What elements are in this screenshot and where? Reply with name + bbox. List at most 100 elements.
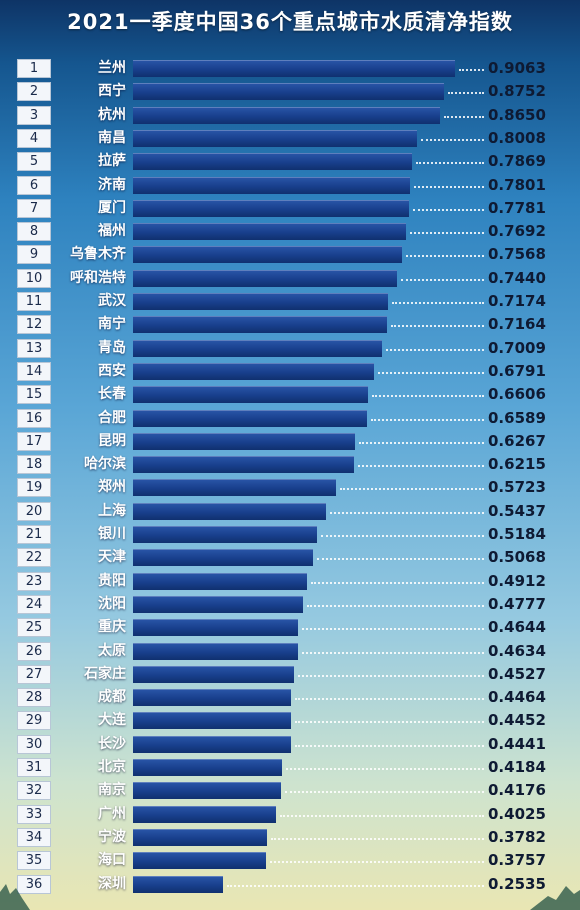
bar: [133, 829, 267, 846]
bar: [133, 619, 298, 636]
bar: [133, 596, 303, 613]
rank-badge: 2: [17, 82, 51, 101]
city-label: 呼和浩特: [70, 270, 126, 286]
city-label: 拉萨: [98, 153, 126, 169]
city-label: 天津: [98, 549, 126, 565]
leader-line: [459, 69, 484, 71]
bar: [133, 689, 291, 706]
rank-badge: 34: [17, 828, 51, 847]
leader-line: [286, 768, 484, 770]
rank-badge: 5: [17, 152, 51, 171]
leader-line: [298, 675, 484, 677]
leader-line: [311, 582, 484, 584]
rank-badge: 19: [17, 478, 51, 497]
rank-badge: 26: [17, 642, 51, 661]
bar: [133, 293, 388, 310]
bar: [133, 666, 294, 683]
tree-silhouette-right: [530, 886, 580, 910]
bar: [133, 83, 444, 100]
leader-line: [371, 419, 484, 421]
city-label: 太原: [98, 643, 126, 659]
value-label: 0.4912: [488, 572, 546, 590]
leader-line: [401, 279, 484, 281]
rank-badge: 12: [17, 315, 51, 334]
value-label: 0.3757: [488, 851, 546, 869]
bar: [133, 410, 367, 427]
tree-silhouette-left: [0, 884, 30, 910]
chart-title: 2021一季度中国36个重点城市水质清净指数: [67, 10, 513, 34]
value-label: 0.4644: [488, 618, 546, 636]
bar: [133, 782, 281, 799]
leader-line: [358, 465, 484, 467]
bar: [133, 736, 291, 753]
value-label: 0.7009: [488, 339, 546, 357]
city-label: 成都: [98, 689, 126, 705]
city-label: 杭州: [98, 107, 126, 123]
leader-line: [386, 349, 484, 351]
rank-badge: 9: [17, 245, 51, 264]
value-label: 0.7801: [488, 176, 546, 194]
city-label: 重庆: [98, 619, 126, 635]
leader-line: [410, 232, 484, 234]
rank-badge: 7: [17, 199, 51, 218]
value-label: 0.6606: [488, 385, 546, 403]
city-label: 银川: [98, 526, 126, 542]
bar: [133, 573, 307, 590]
city-label: 长沙: [98, 736, 126, 752]
city-label: 武汉: [98, 293, 126, 309]
leader-line: [307, 605, 484, 607]
city-label: 济南: [98, 177, 126, 193]
value-label: 0.6267: [488, 432, 546, 450]
city-label: 福州: [98, 223, 126, 239]
bar: [133, 200, 409, 217]
value-label: 0.4527: [488, 665, 546, 683]
rank-badge: 18: [17, 455, 51, 474]
value-label: 0.4464: [488, 688, 546, 706]
city-label: 厦门: [98, 200, 126, 216]
value-label: 0.9063: [488, 59, 546, 77]
bar: [133, 526, 317, 543]
leader-line: [227, 885, 484, 887]
bar: [133, 223, 406, 240]
leader-line: [285, 791, 484, 793]
city-label: 乌鲁木齐: [70, 246, 126, 262]
bar: [133, 60, 455, 77]
leader-line: [302, 652, 484, 654]
value-label: 0.7781: [488, 199, 546, 217]
rank-badge: 14: [17, 362, 51, 381]
bar: [133, 153, 412, 170]
rank-badge: 1: [17, 59, 51, 78]
value-label: 0.4441: [488, 735, 546, 753]
rank-badge: 30: [17, 735, 51, 754]
bar: [133, 806, 276, 823]
value-label: 0.6589: [488, 409, 546, 427]
leader-line: [302, 628, 484, 630]
value-label: 0.5723: [488, 478, 546, 496]
rank-badge: 21: [17, 525, 51, 544]
rank-badge: 36: [17, 875, 51, 894]
city-label: 兰州: [98, 60, 126, 76]
value-label: 0.5437: [488, 502, 546, 520]
value-label: 0.3782: [488, 828, 546, 846]
value-label: 0.6791: [488, 362, 546, 380]
bar: [133, 130, 417, 147]
bar: [133, 107, 440, 124]
city-label: 大连: [98, 712, 126, 728]
leader-line: [295, 698, 484, 700]
value-label: 0.8008: [488, 129, 546, 147]
value-label: 0.4025: [488, 805, 546, 823]
value-label: 0.5068: [488, 548, 546, 566]
city-label: 南京: [98, 782, 126, 798]
city-label: 沈阳: [98, 596, 126, 612]
leader-line: [391, 325, 484, 327]
bar: [133, 386, 368, 403]
leader-line: [280, 815, 484, 817]
rank-badge: 4: [17, 129, 51, 148]
bar: [133, 479, 336, 496]
rank-badge: 31: [17, 758, 51, 777]
leader-line: [414, 186, 484, 188]
rank-badge: 3: [17, 106, 51, 125]
rank-badge: 11: [17, 292, 51, 311]
leader-line: [413, 209, 484, 211]
